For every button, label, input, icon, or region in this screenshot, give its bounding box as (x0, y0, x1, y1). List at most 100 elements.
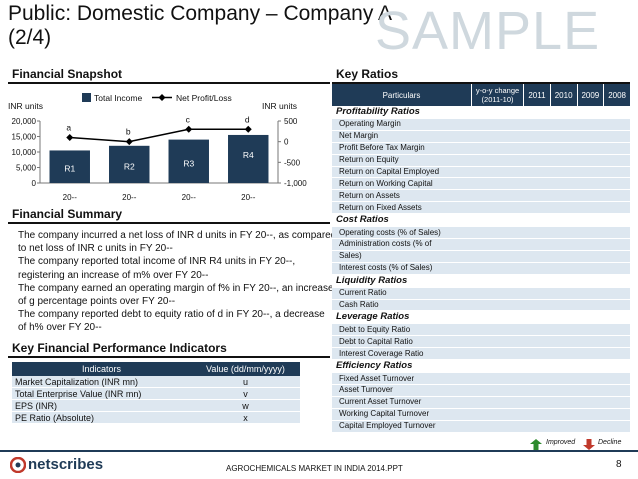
netscribes-logo-icon (9, 456, 27, 474)
ratio-value-cell (577, 142, 604, 155)
bar-total-income (168, 139, 209, 183)
ratio-value-cell (577, 372, 604, 386)
ratio-category-cell (471, 213, 524, 228)
ratio-category-cell (603, 274, 630, 288)
ratio-category-cell (523, 310, 551, 325)
ratio-category-row: Leverage Ratios (332, 310, 630, 325)
ratios-heading: Key Ratios (336, 67, 399, 81)
ratio-category-cell (523, 359, 551, 374)
ratio-value-cell (603, 408, 630, 421)
ratio-value-cell (603, 287, 630, 300)
right-tick-label: 500 (284, 117, 298, 126)
improved-arrow-icon (530, 437, 542, 450)
summary-line: registering an increase of m% over FY 20… (18, 269, 209, 281)
ratio-value-cell (523, 118, 551, 131)
bar-data-label: R4 (243, 150, 254, 160)
kpi-value: x (190, 411, 300, 424)
ratio-category-cell (471, 106, 524, 119)
ratio-row: Asset Turnover (332, 384, 630, 397)
ratio-category-cell (577, 106, 604, 119)
ratio-value-cell (603, 323, 630, 337)
ratio-row: Operating Margin (332, 118, 630, 131)
ratio-name: Current Ratio (332, 287, 472, 300)
net-profit-point (244, 125, 252, 133)
ratio-name: Return on Working Capital (332, 177, 472, 191)
ratio-value-cell (577, 299, 604, 312)
ratio-category-cell (471, 274, 524, 288)
ratio-value-cell (603, 396, 630, 409)
ratio-name: Operating Margin (332, 118, 472, 131)
ratio-value-cell (523, 130, 551, 143)
ratio-value-cell (577, 166, 604, 179)
ratio-value-cell (577, 177, 604, 191)
ratio-name: Debt to Capital Ratio (332, 335, 472, 349)
ratio-value-cell (550, 142, 577, 155)
ratio-row: Cash Ratio (332, 299, 630, 312)
ratio-value-cell (577, 323, 604, 337)
ratio-category-cell (550, 310, 577, 325)
ratio-value-cell (471, 166, 524, 179)
ratio-value-cell (471, 250, 524, 263)
kpi-row: Market Capitalization (INR mn) u (12, 376, 300, 388)
ratio-value-cell (550, 372, 577, 386)
ratio-category: Cost Ratios (332, 213, 472, 228)
net-profit-line (69, 128, 249, 143)
ratio-value-cell (603, 299, 630, 312)
ratio-value-cell (550, 130, 577, 143)
ratio-category-cell (603, 213, 630, 228)
right-axis-label: INR units (262, 101, 297, 111)
ratio-row: Interest Coverage Ratio (332, 347, 630, 361)
ratio-value-cell (603, 250, 630, 263)
ratio-value-cell (523, 201, 551, 215)
ratio-category: Efficiency Ratios (332, 359, 472, 374)
summary-line: The company reported total income of INR… (18, 256, 296, 268)
ratio-row: Operating costs (% of Sales) (332, 226, 630, 240)
ratio-name: Asset Turnover (332, 384, 472, 397)
page-title: Public: Domestic Company – Company A (2/… (8, 2, 392, 50)
title-line-1: Public: Domestic Company – Company A (8, 2, 392, 25)
ratio-value-cell (471, 299, 524, 312)
x-tick-label: 20-- (122, 193, 137, 202)
net-profit-data-label: b (126, 127, 131, 137)
bar-total-income (49, 150, 90, 183)
ratio-value-cell (471, 384, 524, 397)
ratio-value-cell (577, 335, 604, 349)
decline-arrow-icon (583, 437, 595, 450)
kpi-row: PE Ratio (Absolute) x (12, 411, 300, 424)
ratio-name: Return on Capital Employed (332, 166, 472, 179)
ratio-value-cell (471, 142, 524, 155)
ratio-value-cell (471, 189, 524, 203)
ratio-value-cell (471, 238, 524, 251)
net-profit-data-label: d (245, 114, 250, 124)
ratio-value-cell (577, 226, 604, 240)
ratio-value-cell (603, 201, 630, 215)
summary-line: The company incurred a net loss of INR d… (18, 230, 337, 241)
key-ratios-table: Particulars y-o-y change (2011-10) 2011 … (332, 84, 630, 433)
ratio-name: Cash Ratio (332, 299, 472, 312)
ratio-name: Capital Employed Turnover (332, 420, 472, 433)
sample-watermark: SAMPLE (375, 1, 601, 61)
ratios-header-particulars: Particulars (332, 84, 472, 106)
ratio-row: Return on Equity (332, 154, 630, 167)
kpi-table: Indicators Value (dd/mm/yyyy) Market Cap… (12, 362, 300, 424)
improved-label: Improved (546, 439, 576, 446)
ratio-value-cell (471, 396, 524, 409)
ratio-value-cell (577, 130, 604, 143)
ratio-value-cell (523, 420, 551, 433)
kpi-value: v (190, 387, 300, 400)
ratio-value-cell (577, 238, 604, 251)
summary-line: The company earned an operating margin o… (18, 282, 334, 294)
net-profit-data-label: a (66, 123, 71, 133)
summary-line: to net loss of INR c units in FY 20-- (18, 243, 173, 255)
ratio-row: Return on Working Capital (332, 177, 630, 191)
ratio-value-cell (523, 323, 551, 337)
ratio-category-cell (577, 213, 604, 228)
left-axis-label: INR units (8, 101, 43, 111)
summary-underline (8, 222, 330, 224)
ratio-value-cell (577, 384, 604, 397)
ratio-value-cell (471, 323, 524, 337)
ratio-category-row: Liquidity Ratios (332, 274, 630, 288)
ratio-category-cell (603, 106, 630, 119)
ratio-value-cell (550, 287, 577, 300)
left-tick-label: 20,000 (12, 117, 37, 126)
